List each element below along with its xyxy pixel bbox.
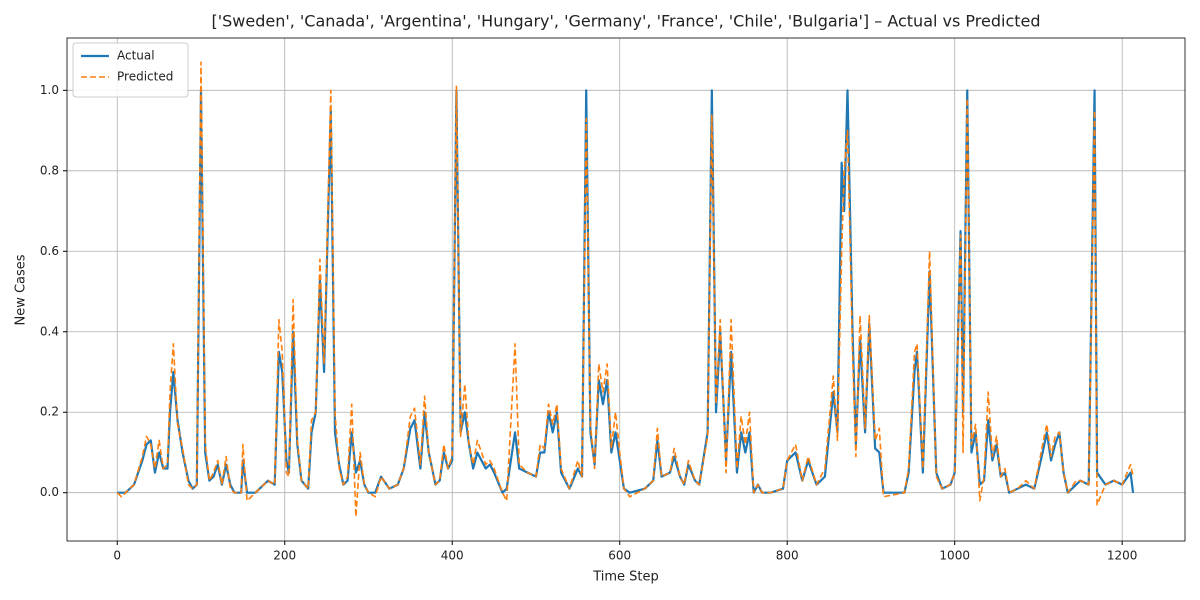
x-tick-label: 600 xyxy=(608,549,631,563)
y-tick-label: 0.4 xyxy=(40,324,59,338)
plot-frame xyxy=(66,37,1186,542)
y-tick-label: 1.0 xyxy=(40,83,59,97)
x-tick-label: 400 xyxy=(441,549,464,563)
x-axis-label: Time Step xyxy=(592,570,659,585)
y-tick-label: 0.6 xyxy=(40,244,59,258)
chart-title: ['Sweden', 'Canada', 'Argentina', 'Hunga… xyxy=(211,12,1040,31)
y-tick-label: 0.0 xyxy=(40,485,59,499)
x-tick-label: 800 xyxy=(776,549,799,563)
y-tick-label: 0.2 xyxy=(40,405,59,419)
x-tick-label: 200 xyxy=(273,549,296,563)
y-axis-label: New Cases xyxy=(14,254,29,325)
series-line xyxy=(116,61,1134,518)
x-tick-label: 1000 xyxy=(939,549,970,563)
legend-label: Predicted xyxy=(117,70,173,84)
y-tick-label: 0.8 xyxy=(40,163,59,177)
legend-label: Actual xyxy=(117,49,155,63)
x-tick-label: 1200 xyxy=(1107,549,1138,563)
x-tick-label: 0 xyxy=(113,549,121,563)
